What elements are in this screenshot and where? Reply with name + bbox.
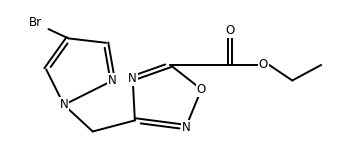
Text: N: N [59,98,68,111]
Text: O: O [259,58,268,71]
Text: O: O [225,24,235,37]
Text: N: N [182,121,190,134]
Text: N: N [128,72,137,85]
Text: N: N [108,74,117,87]
Text: O: O [197,83,206,96]
Text: Br: Br [29,16,42,29]
